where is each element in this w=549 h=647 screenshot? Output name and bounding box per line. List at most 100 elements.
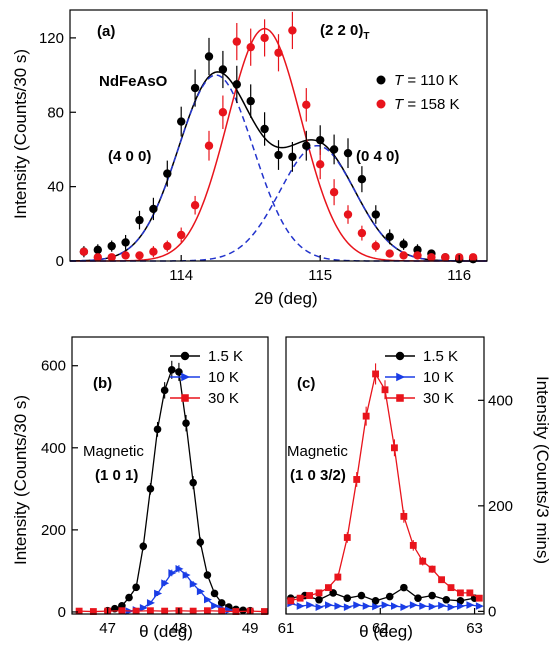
a-point-s1-1 — [93, 253, 103, 262]
b-point-s2-13 — [261, 608, 268, 615]
a-point-s0-4 — [135, 215, 144, 225]
a-point-s0-21 — [371, 210, 380, 219]
c-point-s2-5 — [334, 573, 342, 581]
c-point-s2-7 — [353, 476, 361, 483]
a-point-s1-7 — [177, 230, 186, 240]
a-point-s1-25 — [427, 253, 436, 262]
c-annotation-reflection: (1 0 3/2) — [290, 467, 346, 484]
b-annotation-magnetic: Magnetic — [83, 443, 144, 460]
b-frame — [71, 336, 269, 615]
c-point-s2-11 — [391, 444, 398, 452]
c-point-s0-6 — [371, 597, 380, 605]
legend-a: T = 110 K T = 158 K — [376, 72, 459, 113]
panel-a: 114 115 116 0 40 80 120 (a) NdFeAsO T = 110 K … — [11, 9, 488, 308]
legend-a-marker-158k — [376, 99, 386, 109]
b-point-s0-11 — [182, 419, 190, 427]
legend-c: 1.5 K 10 K 30 K — [385, 348, 458, 407]
peak-label-040: (0 4 0) — [356, 148, 399, 165]
c-point-s0-11 — [442, 595, 451, 604]
b-point-s2-9 — [203, 607, 211, 615]
legend-a-rest-158k: = 158 K — [403, 96, 459, 113]
b-xtick-label-1: 48 — [171, 620, 188, 637]
c-point-s0-4 — [343, 594, 352, 602]
b-point-s0-8 — [160, 386, 169, 395]
a-data-marks — [79, 11, 478, 264]
b-point-s2-10 — [218, 607, 226, 615]
c-ytick-label-1: 200 — [488, 498, 513, 515]
b-point-s1-8 — [182, 571, 191, 579]
a-point-s0-11 — [232, 80, 241, 89]
b-point-s1-9 — [189, 580, 198, 588]
panel-c: 61 62 63 0 200 400 (c) Magnetic (1 0 3/2) 1.5… — [278, 336, 549, 641]
a-point-s0-7 — [177, 117, 186, 126]
c-point-s1-20 — [475, 602, 484, 610]
b-point-s0-6 — [146, 485, 155, 493]
b-point-s2-11 — [232, 608, 240, 615]
a-point-s1-21 — [371, 241, 380, 251]
c-point-s0-7 — [385, 592, 394, 601]
c-point-s2-17 — [447, 584, 455, 592]
panel-a-label: (a) — [97, 23, 115, 40]
b-ytick-label-3: 600 — [41, 358, 66, 375]
c-data-marks — [286, 363, 484, 611]
a-point-s1-5 — [149, 247, 158, 256]
c-line-s2 — [290, 372, 480, 602]
a-point-s0-3 — [121, 238, 130, 247]
a-ytick-label-1: 40 — [47, 179, 64, 196]
a-point-s1-19 — [343, 210, 353, 219]
c-point-s2-12 — [400, 512, 408, 520]
a-point-s1-23 — [399, 251, 408, 260]
a-point-s1-3 — [121, 251, 130, 260]
a-point-s0-19 — [343, 148, 353, 158]
a-point-s1-15 — [288, 26, 297, 35]
a-point-s0-8 — [190, 83, 200, 93]
b-point-s0-19 — [239, 606, 247, 615]
c-legend-label-2: 30 K — [423, 390, 454, 407]
b-point-s0-16 — [217, 599, 226, 607]
a-ytick-label-0: 0 — [56, 253, 64, 270]
a-point-s1-6 — [163, 241, 172, 251]
a-point-s1-14 — [274, 48, 283, 57]
b-point-s2-6 — [161, 607, 169, 615]
c-point-s2-14 — [419, 557, 427, 565]
c-point-s1-1 — [296, 602, 305, 610]
panel-c-label: (c) — [297, 375, 315, 392]
b-point-s1-14 — [225, 606, 234, 615]
a-xtick-label-1: 115 — [308, 267, 332, 284]
b-point-s1-10 — [196, 587, 205, 596]
a-point-s1-16 — [302, 100, 311, 110]
peak-label-400: (4 0 0) — [108, 148, 151, 165]
c-point-s1-4 — [325, 601, 333, 609]
b-legend-label-2: 30 K — [208, 390, 239, 407]
panel-b: 47 48 49 0 200 400 600 (b) Magnetic (1 0 1) 1.… — [11, 336, 269, 641]
a-point-s0-20 — [357, 174, 367, 184]
c-point-s2-9 — [372, 370, 379, 378]
legend-a-symbol-110k: T — [394, 72, 405, 89]
a-point-s1-13 — [260, 33, 269, 43]
b-point-s2-3 — [118, 607, 126, 615]
b-point-s0-15 — [210, 589, 219, 598]
a-point-s0-14 — [274, 150, 283, 160]
legend-a-text-158k: T = 158 K — [394, 96, 459, 113]
c-legend-label-1: 10 K — [423, 369, 454, 386]
b-legend-label-0: 1.5 K — [208, 348, 243, 365]
b-point-s1-3 — [146, 599, 155, 607]
a-point-s1-11 — [232, 37, 241, 46]
legend-a-symbol-158k: T — [394, 96, 405, 113]
b-point-s0-12 — [189, 478, 197, 487]
a-point-s0-1 — [93, 245, 103, 255]
peak-label-220: (2 2 0)T — [320, 22, 369, 42]
c-annotation-magnetic: Magnetic — [287, 443, 348, 460]
b-point-s0-9 — [167, 366, 176, 374]
c-point-s2-15 — [428, 565, 436, 573]
b-point-s1-2 — [139, 604, 148, 612]
b-axes: 47 48 49 0 200 400 600 — [41, 336, 269, 637]
b-point-s2-8 — [189, 607, 197, 615]
b-point-s1-4 — [154, 589, 163, 598]
a-point-s1-26 — [441, 253, 450, 262]
c-point-s2-10 — [381, 386, 389, 394]
c-point-s2-2 — [306, 592, 313, 599]
c-point-s1-7 — [353, 601, 362, 609]
b-legend-marker-0 — [180, 351, 190, 361]
sample-label: NdFeAsO — [99, 73, 168, 90]
